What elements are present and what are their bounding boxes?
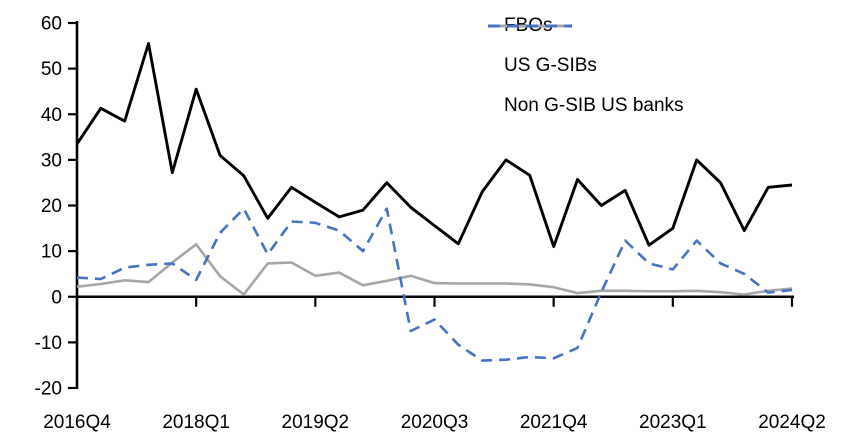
legend-entry-us-gsibs: US G-SIBs <box>487 24 684 86</box>
y-tick-label: 60 <box>41 14 62 35</box>
y-tick-label: 30 <box>41 150 62 171</box>
legend-entry-non-gsib: Non G-SIB US banks <box>487 24 684 126</box>
y-tick-label: -20 <box>35 379 62 400</box>
x-tick-label: 2023Q1 <box>639 412 707 433</box>
y-tick-label: -10 <box>35 333 62 354</box>
x-tick-label: 2019Q2 <box>282 412 350 433</box>
legend-label-non-gsib: Non G-SIB US banks <box>504 95 684 116</box>
x-tick-label: 2021Q4 <box>520 412 588 433</box>
series-line-us-g-sibs <box>76 243 793 296</box>
y-tick-label: 0 <box>51 287 62 308</box>
x-tick-label: 2020Q3 <box>401 412 469 433</box>
non-gsib-line-sample-icon <box>488 24 572 28</box>
series-line-fbos <box>75 42 793 249</box>
y-tick-label: 20 <box>41 196 62 217</box>
series-line-non-g-sib-us-banks <box>76 207 793 362</box>
x-tick-label: 2018Q1 <box>162 412 230 433</box>
y-tick-label: 40 <box>41 105 62 126</box>
y-tick-label: 10 <box>41 242 62 263</box>
y-tick-label: 50 <box>41 59 62 80</box>
legend-label-us-gsibs: US G-SIBs <box>504 55 597 76</box>
legend: FBOs US G-SIBs Non G-SIB US banks <box>487 6 684 126</box>
x-tick-label: 2016Q4 <box>43 412 111 433</box>
x-tick-label: 2024Q2 <box>758 412 826 433</box>
